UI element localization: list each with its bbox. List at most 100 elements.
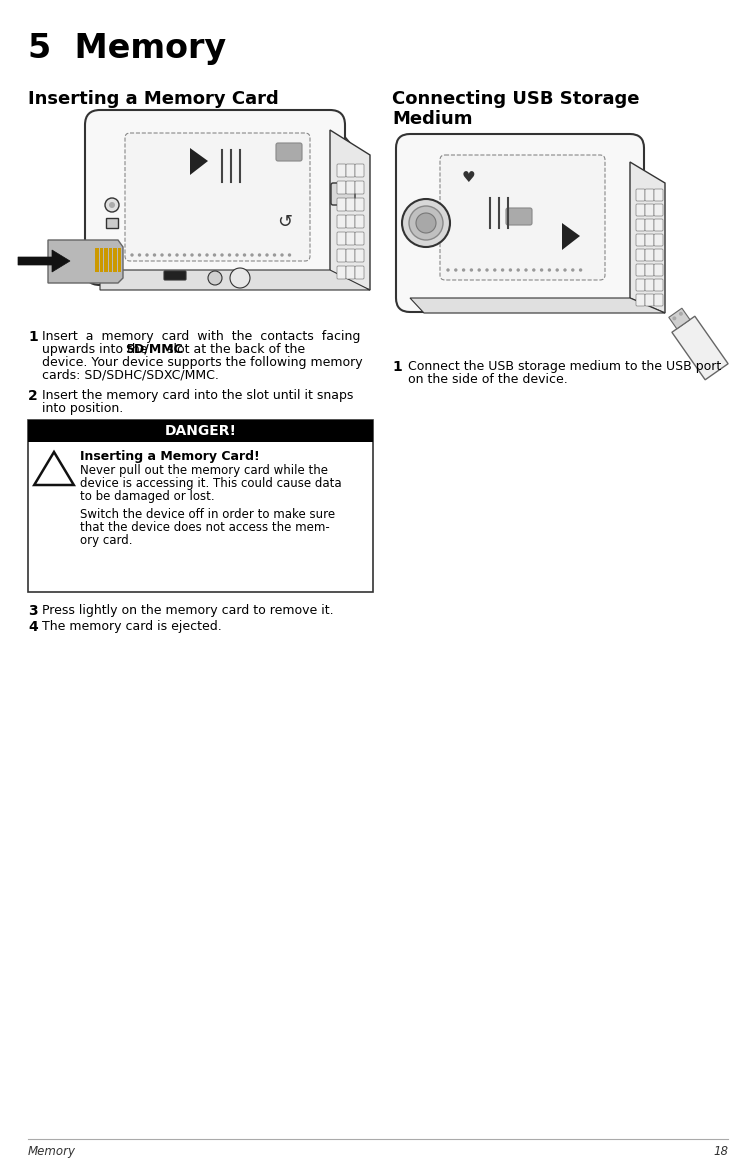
Circle shape [580,269,581,271]
Text: 2: 2 [28,389,38,403]
Text: 18: 18 [713,1144,728,1158]
Circle shape [672,317,677,320]
FancyBboxPatch shape [346,249,355,262]
Circle shape [161,254,163,256]
Text: upwards into the: upwards into the [42,343,151,357]
FancyBboxPatch shape [346,181,355,194]
Text: 1: 1 [28,330,38,344]
Text: Insert  a  memory  card  with  the  contacts  facing: Insert a memory card with the contacts f… [42,330,361,343]
FancyBboxPatch shape [104,248,107,272]
Polygon shape [18,250,70,272]
FancyBboxPatch shape [396,134,644,312]
Circle shape [572,269,574,271]
Circle shape [243,254,246,256]
FancyBboxPatch shape [636,219,645,231]
FancyBboxPatch shape [109,248,112,272]
Circle shape [479,269,480,271]
Circle shape [176,254,178,256]
FancyBboxPatch shape [645,249,654,261]
Circle shape [109,202,115,208]
Circle shape [556,269,558,271]
FancyBboxPatch shape [645,264,654,276]
Text: cards: SD/SDHC/SDXC/MMC.: cards: SD/SDHC/SDXC/MMC. [42,369,219,382]
Circle shape [131,254,133,256]
Circle shape [541,269,543,271]
FancyBboxPatch shape [654,279,663,291]
Text: slot at the back of the: slot at the back of the [163,343,305,357]
Circle shape [213,254,215,256]
Text: Connect the USB storage medium to the USB port: Connect the USB storage medium to the US… [408,360,721,373]
Circle shape [289,254,290,256]
Circle shape [266,254,268,256]
FancyBboxPatch shape [113,248,116,272]
FancyBboxPatch shape [654,219,663,231]
Polygon shape [100,125,360,155]
Circle shape [525,269,527,271]
Circle shape [402,199,450,247]
Circle shape [533,269,534,271]
Circle shape [494,269,496,271]
Text: Never pull out the memory card while the: Never pull out the memory card while the [80,464,328,477]
Text: Switch the device off in order to make sure: Switch the device off in order to make s… [80,509,335,521]
Polygon shape [34,452,74,485]
FancyBboxPatch shape [355,198,364,210]
Polygon shape [48,240,123,283]
Text: to be damaged or lost.: to be damaged or lost. [80,490,215,503]
FancyBboxPatch shape [355,181,364,194]
Text: SD/MMC: SD/MMC [125,343,183,357]
Circle shape [208,271,222,285]
FancyBboxPatch shape [276,143,302,161]
FancyBboxPatch shape [645,234,654,245]
FancyBboxPatch shape [337,198,346,210]
Text: Medium: Medium [392,110,472,127]
Circle shape [236,254,238,256]
FancyBboxPatch shape [337,249,346,262]
Text: ↺: ↺ [277,213,293,231]
FancyBboxPatch shape [337,181,346,194]
Circle shape [228,254,231,256]
FancyBboxPatch shape [654,205,663,216]
Text: ♥: ♥ [461,170,475,185]
FancyBboxPatch shape [164,271,186,281]
Text: Press lightly on the memory card to remove it.: Press lightly on the memory card to remo… [42,604,333,617]
Circle shape [455,269,457,271]
FancyBboxPatch shape [636,234,645,245]
Circle shape [486,269,488,271]
FancyBboxPatch shape [440,155,605,281]
FancyBboxPatch shape [346,215,355,228]
Circle shape [138,254,141,256]
Text: Inserting a Memory Card: Inserting a Memory Card [28,90,279,108]
Circle shape [510,269,511,271]
Polygon shape [672,317,728,380]
FancyBboxPatch shape [645,293,654,306]
Circle shape [251,254,253,256]
Text: that the device does not access the mem-: that the device does not access the mem- [80,521,330,534]
Circle shape [230,268,250,288]
FancyBboxPatch shape [506,208,532,224]
Circle shape [105,198,119,212]
FancyBboxPatch shape [337,164,346,177]
Polygon shape [190,148,208,175]
FancyBboxPatch shape [95,248,98,272]
FancyBboxPatch shape [85,110,345,285]
Polygon shape [562,223,580,250]
Circle shape [564,269,566,271]
Polygon shape [630,162,665,313]
FancyBboxPatch shape [654,189,663,201]
Text: device. Your device supports the following memory: device. Your device supports the followi… [42,357,363,369]
FancyBboxPatch shape [346,267,355,279]
Circle shape [199,254,200,256]
Circle shape [274,254,275,256]
Circle shape [221,254,223,256]
Text: on the side of the device.: on the side of the device. [408,373,568,386]
FancyBboxPatch shape [654,293,663,306]
Text: The memory card is ejected.: The memory card is ejected. [42,620,222,632]
FancyBboxPatch shape [117,248,121,272]
Polygon shape [410,298,665,313]
FancyBboxPatch shape [636,264,645,276]
FancyBboxPatch shape [636,293,645,306]
FancyBboxPatch shape [636,249,645,261]
Text: into position.: into position. [42,402,123,415]
Polygon shape [100,270,370,290]
FancyBboxPatch shape [654,264,663,276]
